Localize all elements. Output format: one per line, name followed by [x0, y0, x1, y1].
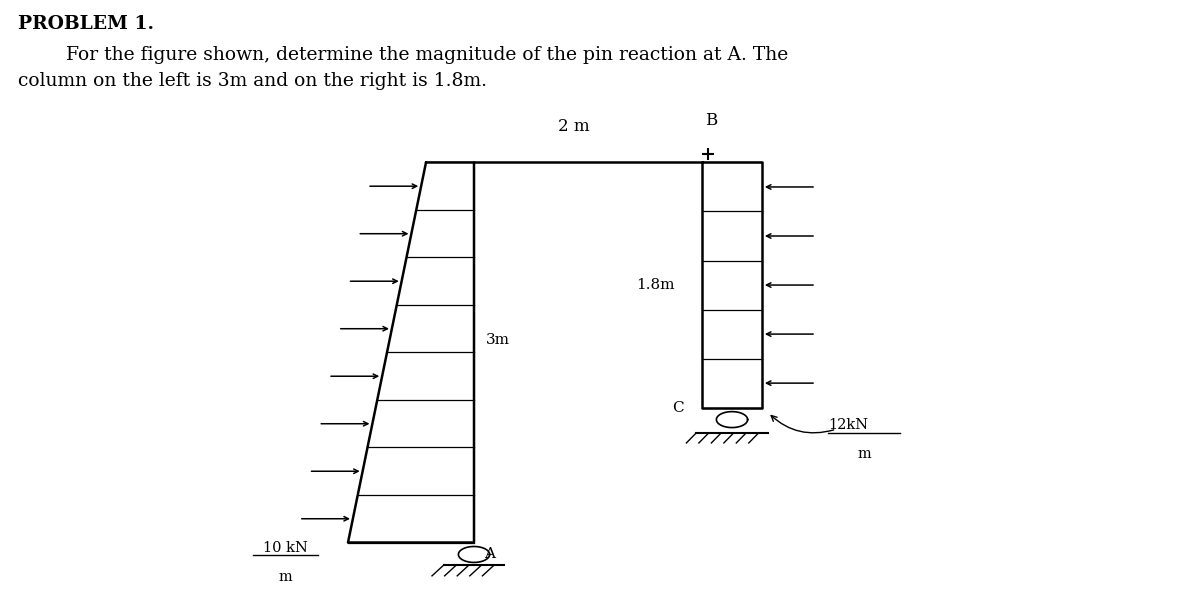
- Text: B: B: [706, 112, 718, 129]
- Text: 2 m: 2 m: [558, 118, 589, 135]
- Text: m: m: [857, 447, 871, 462]
- Text: For the figure shown, determine the magnitude of the pin reaction at A. The
colu: For the figure shown, determine the magn…: [18, 46, 788, 90]
- Text: 3m: 3m: [486, 333, 510, 347]
- Text: 1.8m: 1.8m: [636, 278, 674, 292]
- Text: m: m: [278, 570, 293, 584]
- Text: A: A: [484, 547, 494, 561]
- Text: C: C: [672, 401, 684, 414]
- Text: 10 kN: 10 kN: [263, 541, 308, 555]
- Text: 12kN: 12kN: [828, 418, 868, 432]
- Text: PROBLEM 1.: PROBLEM 1.: [18, 15, 154, 33]
